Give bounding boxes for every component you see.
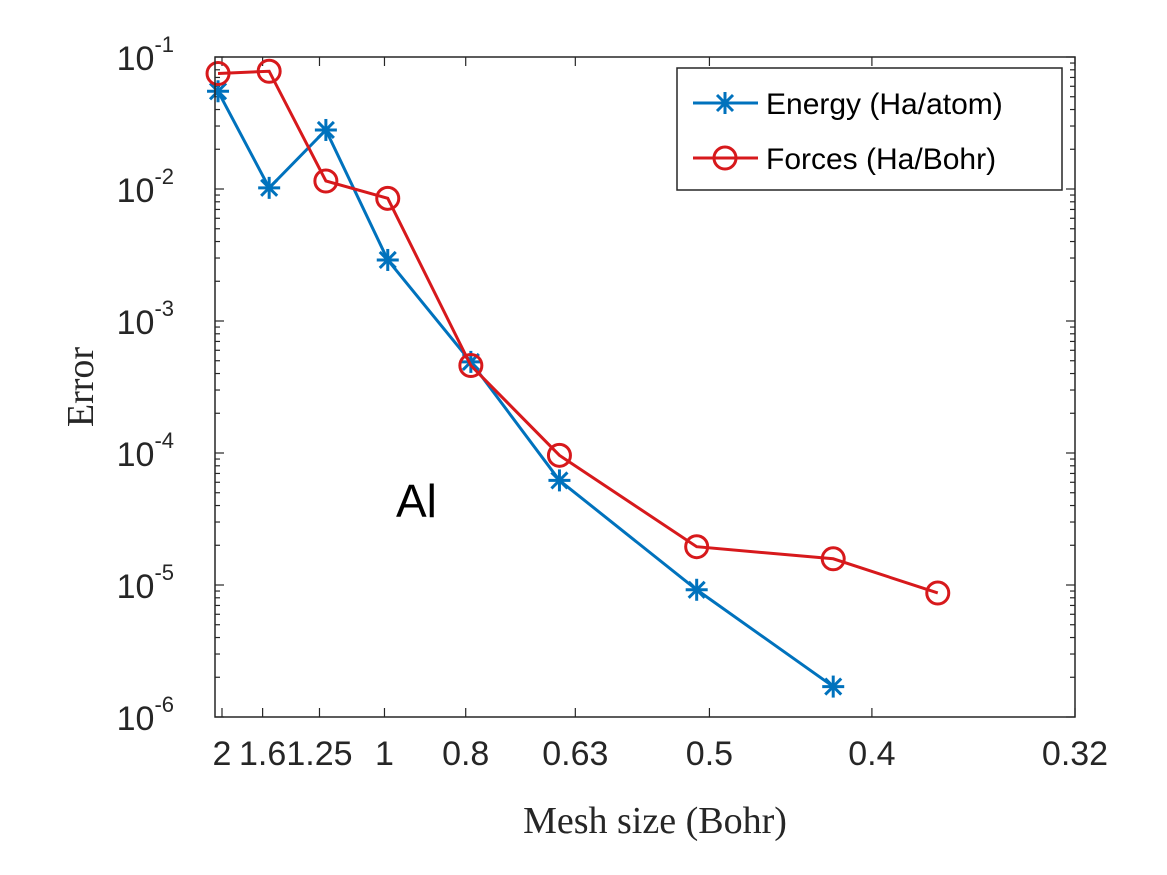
annotation-al: Al	[396, 475, 437, 527]
data-point	[458, 353, 484, 379]
y-tick-base: 10	[117, 436, 155, 474]
data-point	[820, 546, 846, 572]
marker-stroke	[550, 471, 569, 490]
y-tick-exponent: -3	[154, 296, 174, 321]
marker-stroke	[378, 250, 397, 270]
x-tick-label: 0.32	[1042, 735, 1108, 773]
y-tick-exponent: -4	[154, 428, 174, 453]
data-point	[258, 176, 281, 199]
plot-frame	[214, 56, 1076, 718]
y-tick-label: 10-1	[117, 32, 174, 78]
legend-items: Energy (Ha/atom) Forces (Ha/Bohr)	[693, 88, 1003, 176]
x-tick-label: 1.25	[286, 735, 352, 773]
y-tick-exponent: -5	[154, 560, 174, 585]
legend-item: Forces (Ha/Bohr)	[693, 143, 996, 176]
y-tick-base: 10	[117, 304, 155, 342]
legend: Energy (Ha/atom) Forces (Ha/Bohr)	[676, 67, 1063, 191]
y-tick-exponent: -1	[154, 32, 174, 57]
legend-item: Energy (Ha/atom)	[693, 88, 1003, 121]
data-point	[376, 248, 399, 271]
x-tick-label: 0.4	[848, 735, 895, 773]
y-tick-base: 10	[117, 568, 155, 606]
y-tick-label: 10-2	[117, 164, 174, 210]
marker-stroke	[316, 120, 335, 140]
legend-marker	[714, 92, 736, 114]
legend-label: Forces (Ha/Bohr)	[766, 143, 996, 176]
legend-label: Energy (Ha/atom)	[766, 88, 1003, 121]
series-line	[217, 69, 939, 595]
x-tick-label: 1.6	[239, 735, 286, 773]
series-asterisk	[207, 80, 845, 698]
data-point	[205, 60, 231, 86]
data-point	[375, 185, 401, 211]
data-point	[925, 580, 951, 606]
x-axis-label: Mesh size (Bohr)	[523, 800, 787, 842]
data-point	[546, 442, 572, 468]
tick-labels: 2 1.6 1.25 1 0.8 0.63 0.5 0.4 0.3210-110-210-310…	[117, 32, 1108, 773]
legend-marker	[712, 145, 738, 171]
y-tick-label: 10-6	[117, 692, 174, 738]
x-tick-label: 0.5	[686, 735, 733, 773]
data-point	[822, 675, 845, 698]
y-axis-label: Error	[60, 347, 102, 428]
data-point	[314, 118, 337, 141]
series-layer	[205, 58, 951, 698]
x-tick-label: 1	[375, 735, 394, 773]
data-point	[684, 534, 710, 560]
data-point	[685, 578, 708, 601]
legend-box	[676, 67, 1063, 191]
marker-stroke	[687, 580, 706, 599]
x-tick-label: 0.63	[542, 735, 608, 773]
x-tick-label: 0.8	[442, 735, 489, 773]
y-tick-label: 10-5	[117, 560, 174, 606]
series-line	[216, 90, 835, 688]
series-circle	[205, 58, 951, 606]
data-point	[313, 168, 339, 194]
x-tick-label: 2	[213, 735, 232, 773]
y-tick-label: 10-4	[117, 428, 174, 474]
y-tick-exponent: -6	[154, 692, 174, 717]
y-tick-base: 10	[117, 700, 155, 738]
marker-stroke	[824, 677, 843, 696]
data-point	[256, 58, 282, 84]
y-tick-label: 10-3	[117, 296, 174, 342]
marker-stroke	[715, 93, 735, 113]
marker-stroke	[208, 82, 228, 101]
y-tick-base: 10	[117, 172, 155, 210]
marker-stroke	[260, 178, 279, 197]
y-tick-exponent: -2	[154, 164, 174, 189]
y-tick-base: 10	[117, 40, 155, 78]
data-point	[548, 469, 571, 492]
